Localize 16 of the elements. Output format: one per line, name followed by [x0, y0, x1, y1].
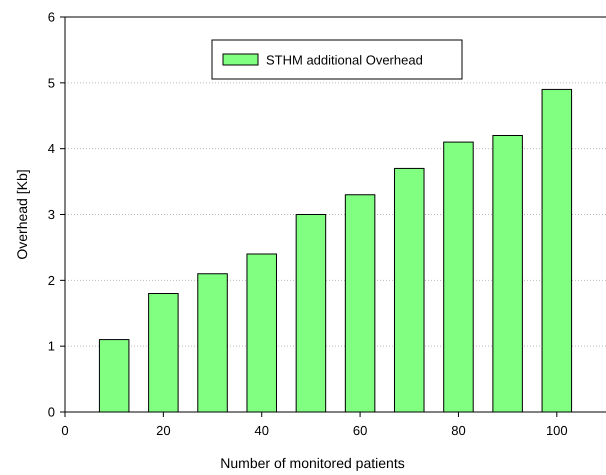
x-tick-label: 0: [61, 423, 69, 438]
y-tick-label: 2: [48, 272, 55, 288]
y-tick-label: 4: [48, 141, 55, 156]
x-axis-title: Number of monitored patients: [220, 455, 405, 471]
x-tick-label: 80: [451, 423, 466, 438]
y-tick-label: 5: [48, 75, 55, 90]
y-tick-label: 3: [48, 207, 55, 222]
x-tick-label: 60: [352, 423, 368, 438]
y-tick-label: 1: [48, 338, 55, 354]
x-tick-label: 100: [546, 423, 568, 438]
x-tick-label: 20: [156, 423, 171, 438]
y-axis-title: Overhead [Kb]: [14, 169, 30, 260]
y-tick-label: 6: [48, 10, 55, 25]
legend-label: STHM additional Overhead: [266, 52, 423, 68]
x-tick-label: 40: [254, 423, 269, 438]
y-tick-label: 0: [48, 404, 55, 420]
